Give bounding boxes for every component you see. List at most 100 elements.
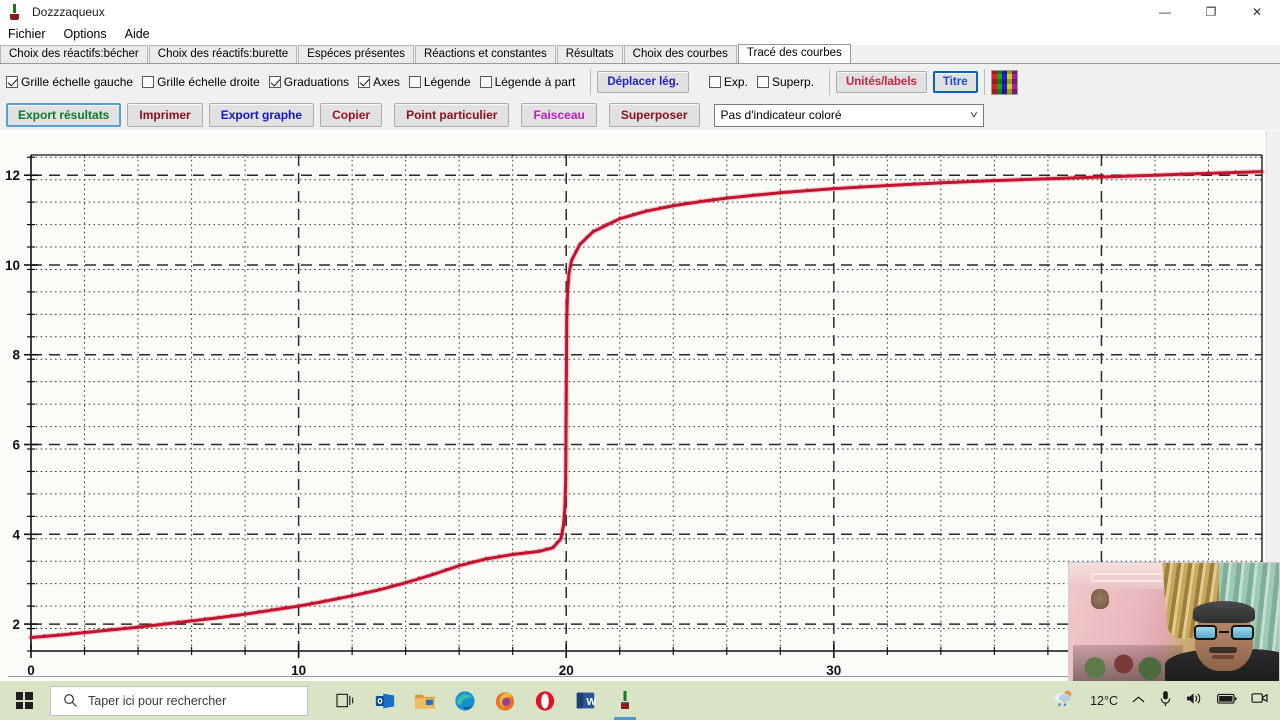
task-view-icon[interactable] — [330, 685, 360, 717]
chart-vertical-scrollbar[interactable] — [1266, 131, 1280, 681]
svg-text:0: 0 — [27, 663, 35, 678]
action-toolbar: Export résultats Imprimer Export graphe … — [0, 100, 1280, 130]
word-icon[interactable]: W — [570, 685, 600, 717]
window-title: Dozzzaqueux — [32, 5, 105, 19]
minimize-icon[interactable]: — — [1159, 5, 1171, 19]
windows-logo-icon — [15, 692, 33, 709]
checkbox-label: Superp. — [771, 75, 814, 89]
title-bar: Dozzzaqueux — ❐ ✕ — [0, 0, 1280, 24]
checkbox-label: Légende — [423, 75, 471, 89]
checkbox-label: Légende à part — [494, 75, 576, 89]
unites-labels-button[interactable]: Unités/labels — [835, 71, 927, 93]
weather-rain-icon[interactable] — [1052, 688, 1076, 713]
webcam-person-hair — [1193, 601, 1255, 623]
firefox-icon[interactable] — [490, 685, 520, 717]
point-particulier-button[interactable]: Point particulier — [394, 103, 510, 127]
chart-panel: Dosage d'un acide fort par une base fort… — [0, 131, 1280, 681]
toolbar-separator — [828, 69, 830, 95]
menu-item-fichier[interactable]: Fichier — [8, 27, 46, 41]
search-icon — [64, 694, 77, 707]
checkbox-exp[interactable]: Exp. — [708, 75, 748, 89]
svg-text:8: 8 — [12, 348, 20, 363]
checkbox-label: Axes — [373, 75, 400, 89]
webcam-overlay[interactable] — [1068, 562, 1280, 682]
svg-text:2: 2 — [12, 617, 20, 632]
checkbox-legende-a-part[interactable]: Légende à part — [479, 75, 576, 89]
checkbox-axes[interactable]: Axes — [358, 75, 400, 89]
checkbox-superp[interactable]: Superp. — [756, 75, 814, 89]
svg-text:30: 30 — [826, 663, 841, 678]
panel-divider — [8, 676, 1272, 677]
titre-button[interactable]: Titre — [932, 71, 978, 93]
checkbox-box — [708, 76, 721, 88]
window-controls: — ❐ ✕ — [1142, 0, 1280, 24]
svg-text:6: 6 — [12, 438, 20, 453]
chart-canvas[interactable]: 24681012010203040 — [0, 131, 1270, 681]
superposer-button[interactable]: Superposer — [608, 103, 700, 127]
faisceau-button[interactable]: Faisceau — [521, 103, 597, 127]
checkbox-legende[interactable]: Légende — [408, 75, 471, 89]
checkbox-grille-echelle-gauche[interactable]: Grille échelle gauche — [6, 75, 133, 89]
export-resultats-button[interactable]: Export résultats — [6, 103, 122, 127]
svg-text:W: W — [586, 696, 596, 708]
microphone-icon[interactable] — [1159, 690, 1172, 712]
webcam-plants — [1073, 645, 1183, 681]
export-graphe-button[interactable]: Export graphe — [208, 103, 315, 127]
svg-text:4: 4 — [12, 527, 20, 542]
taskbar: Taper ici pour rechercher — [0, 681, 1280, 720]
checkbox-box — [142, 76, 155, 88]
copier-button[interactable]: Copier — [320, 103, 383, 127]
file-explorer-icon[interactable] — [410, 685, 440, 717]
checkbox-box — [268, 76, 281, 88]
speaker-icon[interactable] — [1186, 691, 1203, 711]
toolbar-separator — [590, 69, 592, 95]
app-icon — [4, 1, 26, 23]
checkbox-box — [358, 76, 371, 88]
webcam-person-mustache — [1209, 647, 1237, 653]
svg-text:12: 12 — [5, 168, 20, 183]
tab-choix-reactifs-burette[interactable]: Choix des réactifs:burette — [148, 45, 298, 63]
color-palette-swatch[interactable] — [990, 69, 1018, 95]
checkbox-label: Exp. — [723, 75, 748, 89]
indicateur-colore-select[interactable]: Pas d'indicateur coloré ˅ — [713, 103, 984, 127]
tab-trace-courbes[interactable]: Tracé des courbes — [737, 44, 851, 63]
outlook-icon[interactable] — [370, 685, 400, 717]
tab-strip: Choix des réactifs:bécher Choix des réac… — [0, 44, 1280, 64]
checkbox-box — [756, 76, 769, 88]
tab-choix-courbes[interactable]: Choix des courbes — [623, 45, 737, 63]
options-toolbar: Grille échelle gauche Grille échelle dro… — [0, 64, 1280, 100]
checkbox-box — [6, 76, 18, 88]
checkbox-grille-echelle-droite[interactable]: Grille échelle droite — [142, 75, 260, 89]
maximize-icon[interactable]: ❐ — [1205, 5, 1217, 19]
imprimer-button[interactable]: Imprimer — [127, 103, 203, 127]
weather-temperature[interactable]: 12°C — [1090, 693, 1118, 708]
tab-resultats[interactable]: Résultats — [556, 45, 623, 63]
checkbox-graduations[interactable]: Graduations — [268, 75, 349, 89]
chevron-up-icon[interactable] — [1132, 692, 1145, 710]
search-placeholder: Taper ici pour rechercher — [88, 693, 227, 708]
search-input[interactable]: Taper ici pour rechercher — [50, 685, 308, 716]
toolbar-separator — [983, 69, 985, 95]
svg-text:10: 10 — [291, 663, 306, 678]
start-button[interactable] — [0, 681, 48, 720]
battery-icon[interactable] — [1217, 692, 1237, 710]
camera-icon[interactable] — [1251, 691, 1268, 710]
taskbar-icons: W — [330, 685, 640, 720]
tab-choix-reactifs-becher[interactable]: Choix des réactifs:bécher — [0, 45, 148, 63]
checkbox-box — [479, 76, 492, 88]
opera-icon[interactable] — [530, 685, 560, 717]
svg-text:20: 20 — [559, 663, 574, 678]
menu-bar: Fichier Options Aide — [0, 24, 1280, 44]
menu-item-options[interactable]: Options — [63, 27, 107, 41]
deplacer-legende-button[interactable]: Déplacer lég. — [597, 71, 689, 93]
edge-icon[interactable] — [450, 685, 480, 717]
svg-text:10: 10 — [5, 258, 20, 273]
close-icon[interactable]: ✕ — [1251, 5, 1263, 19]
tab-reactions-constantes[interactable]: Réactions et constantes — [414, 45, 556, 63]
dozzzaqueux-icon[interactable] — [610, 685, 640, 720]
webcam-wall-object — [1091, 589, 1109, 609]
tab-especes-presentes[interactable]: Espéces présentes — [298, 45, 414, 63]
menu-item-aide[interactable]: Aide — [124, 27, 150, 41]
chevron-down-icon: ˅ — [969, 109, 978, 121]
